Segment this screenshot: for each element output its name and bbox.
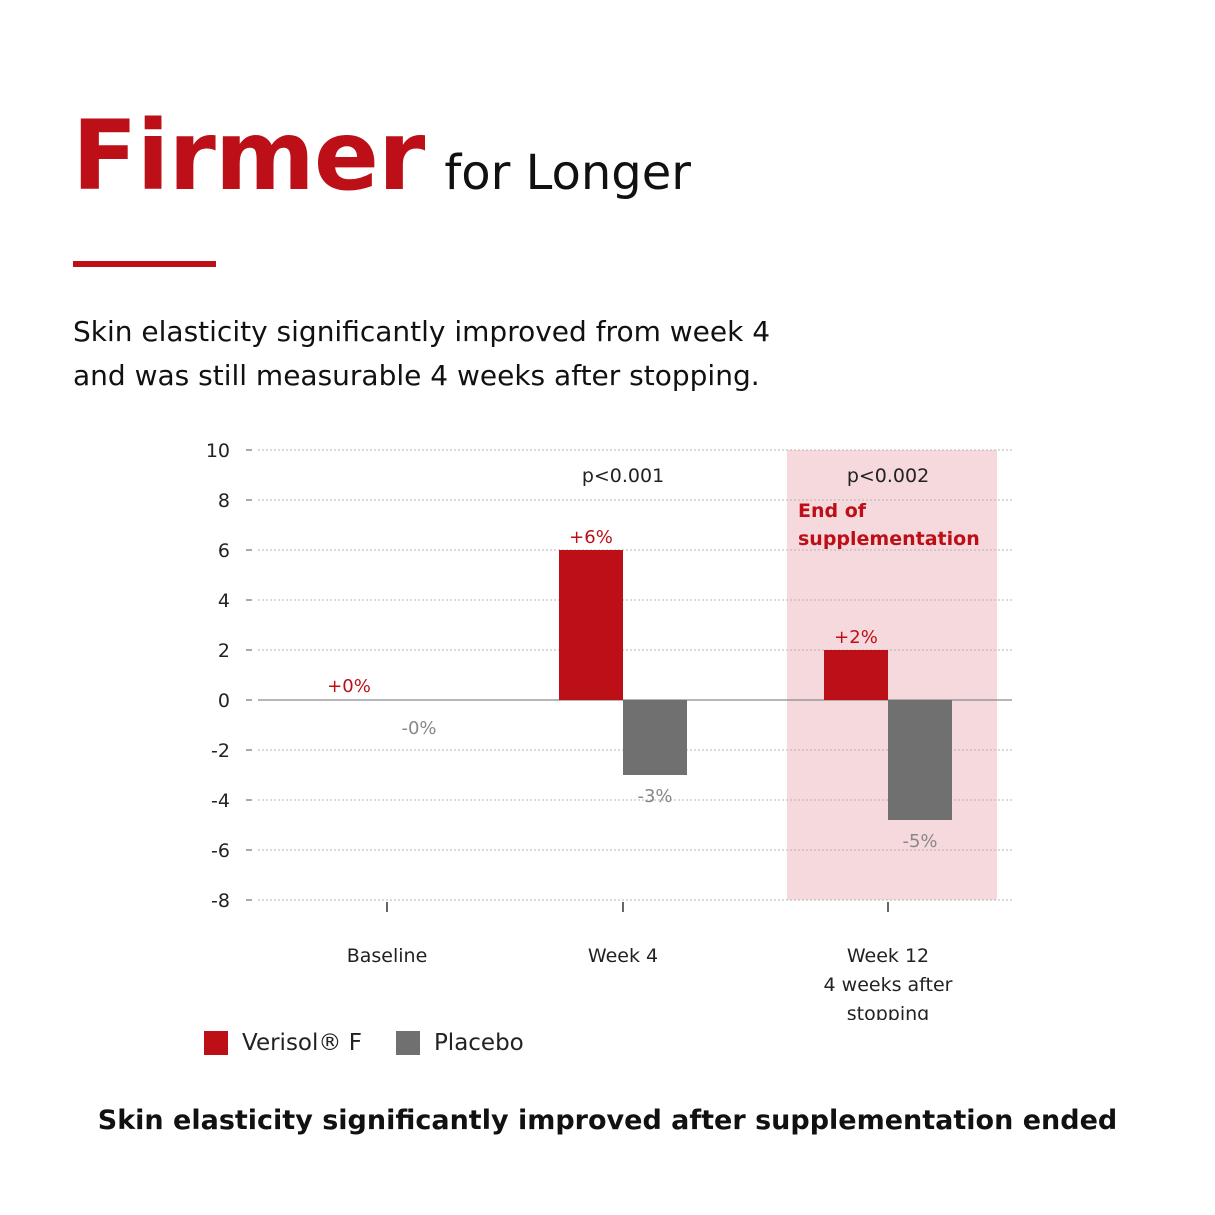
legend-label-placebo: Placebo (433, 1030, 524, 1056)
y-tick-label: 10 (206, 440, 230, 462)
chart-legend: Verisol® F Placebo (204, 1030, 558, 1056)
page-title: Firmer for Longer (72, 100, 691, 212)
x-category-label: stopping (847, 1003, 929, 1020)
p-value-label: p<0.002 (847, 465, 929, 487)
y-tick-label: 8 (218, 490, 230, 512)
legend-item-verisol: Verisol® F (204, 1030, 362, 1056)
y-tick-label: -2 (211, 740, 230, 762)
legend-swatch-placebo (395, 1031, 420, 1055)
intro-line: and was still measurable 4 weeks after s… (73, 359, 760, 392)
verisol-data-label: +2% (834, 627, 878, 648)
highlight-band (787, 450, 997, 900)
x-category-label: 4 weeks after (824, 974, 953, 996)
placebo-data-label: -3% (637, 786, 672, 807)
legend-label-verisol: Verisol® F (242, 1030, 362, 1056)
p-value-label: p<0.001 (582, 465, 664, 487)
y-tick-label: 6 (218, 540, 230, 562)
intro-line: Skin elasticity significantly improved f… (73, 315, 771, 348)
y-tick-label: -8 (211, 890, 230, 912)
y-tick-label: -6 (211, 840, 230, 862)
placebo-bar (623, 700, 687, 775)
title-sub: for Longer (444, 145, 691, 201)
footer-caption: Skin elasticity significantly improved a… (97, 1105, 1118, 1136)
placebo-data-label: -0% (401, 718, 436, 739)
verisol-bar (559, 550, 623, 700)
title-underline (73, 261, 216, 267)
y-tick-label: 4 (218, 590, 230, 612)
end-of-supplementation-label: supplementation (798, 528, 980, 550)
verisol-data-label: +6% (569, 527, 613, 548)
x-category-label: Baseline (347, 945, 428, 967)
title-main: Firmer (72, 100, 425, 212)
legend-swatch-verisol (204, 1031, 228, 1055)
x-category-label: Week 12 (847, 945, 929, 967)
verisol-data-label: +0% (327, 676, 371, 697)
legend-item-placebo: Placebo (395, 1030, 524, 1056)
bar-chart: 10 8 6 4 2 0 -2 -4 -6 -8 +0% +6% +2% -0% -3% -5% p<0.001… (206, 440, 1012, 1020)
verisol-bar (824, 650, 888, 700)
placebo-data-label: -5% (902, 831, 937, 852)
y-tick-label: 0 (218, 690, 230, 712)
end-of-supplementation-label: End of (798, 500, 867, 522)
placebo-bar (888, 700, 952, 820)
x-category-label: Week 4 (588, 945, 658, 967)
y-tick-label: 2 (218, 640, 230, 662)
y-tick-label: -4 (211, 790, 230, 812)
intro-text: Skin elasticity significantly improved f… (73, 310, 973, 398)
